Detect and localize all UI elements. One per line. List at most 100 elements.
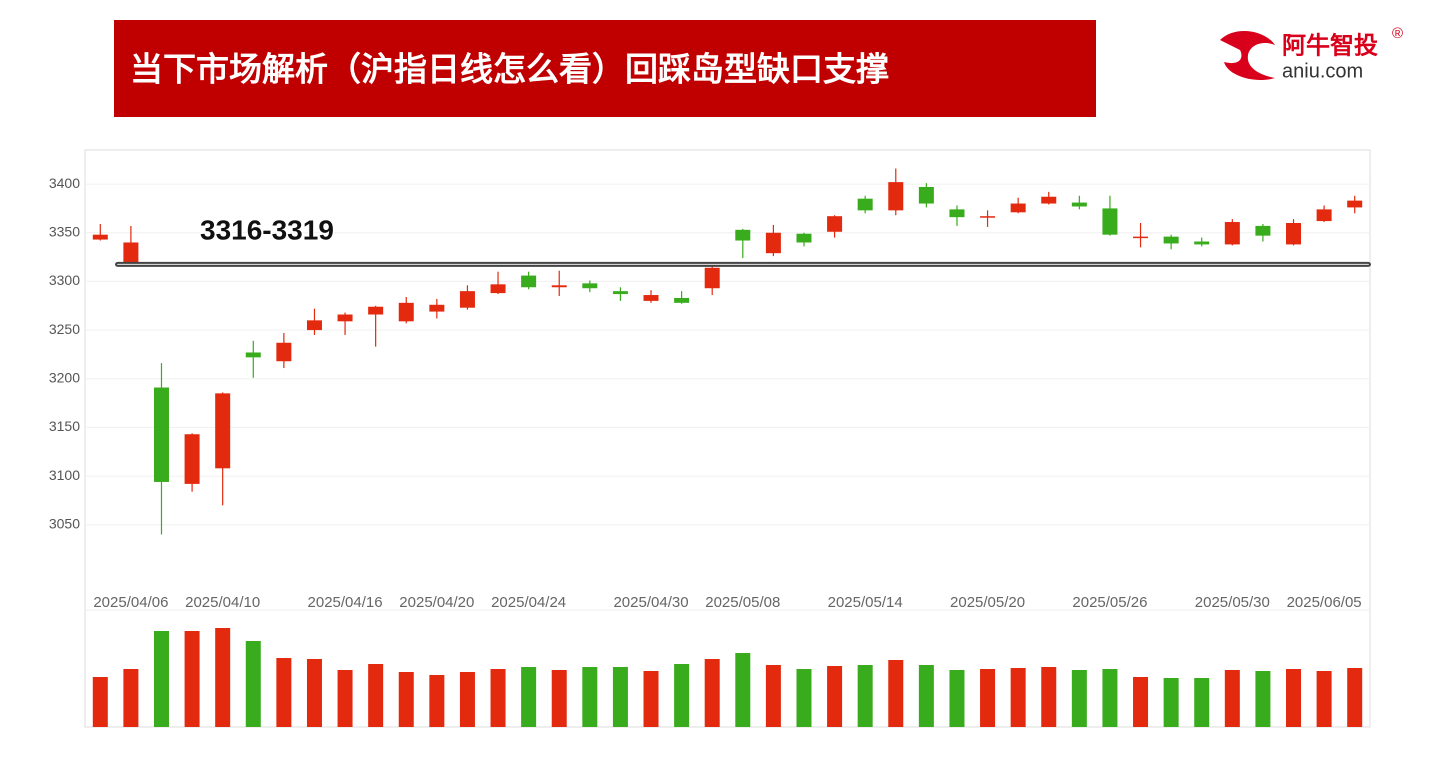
volume-bar	[215, 628, 231, 727]
x-tick-label: 2025/04/24	[491, 594, 566, 611]
x-tick-label: 2025/04/30	[613, 594, 688, 611]
volume-bar	[1194, 678, 1210, 727]
chart-frame	[84, 149, 1371, 728]
volume-bar	[949, 670, 965, 727]
y-tick-label: 3100	[49, 467, 80, 483]
volume-bar	[704, 659, 720, 727]
candle-body	[1224, 222, 1240, 245]
volume-bar	[674, 664, 690, 727]
logo-icon	[1220, 30, 1275, 81]
x-tick-label: 2025/04/20	[399, 594, 474, 611]
volume-bar	[337, 670, 353, 727]
volume-bar	[490, 669, 506, 727]
volume-bar	[1224, 670, 1240, 727]
volume-bar	[643, 671, 659, 727]
volume-bar	[796, 669, 812, 727]
volume-bar	[459, 672, 475, 727]
candle-body	[123, 242, 139, 263]
y-tick-label: 3050	[49, 515, 80, 531]
candle-body	[888, 182, 904, 211]
y-tick-label: 3150	[49, 418, 80, 434]
candle-body	[1041, 196, 1057, 204]
candle-body	[398, 302, 414, 322]
volume-bar	[765, 665, 781, 727]
candle-body	[92, 234, 108, 240]
candle-body	[1010, 203, 1026, 213]
volume-bar	[276, 658, 292, 727]
candle-body	[429, 304, 445, 312]
candle-body	[918, 186, 934, 204]
volume-bar	[980, 669, 996, 727]
candle-body	[215, 393, 231, 469]
volume-bar	[551, 670, 567, 727]
candle-body	[368, 306, 384, 315]
candle-body	[1286, 223, 1302, 245]
candle-body	[1255, 225, 1271, 236]
volume-bar	[1163, 678, 1179, 727]
candle-body	[337, 314, 353, 322]
plot: 3050 3100 3150 3200 3250 3300 3350 3400 2025/04/…	[49, 168, 1371, 727]
volume-bar	[857, 665, 873, 727]
annotation: 3316-3319	[200, 214, 334, 245]
volume-bar	[1041, 667, 1057, 727]
volume-bar	[245, 641, 261, 727]
volume-bar	[123, 669, 139, 727]
x-tick-label: 2025/05/20	[950, 594, 1025, 611]
candle-body	[643, 295, 659, 301]
x-tick-label: 2025/05/08	[705, 594, 780, 611]
candle-body	[184, 434, 200, 484]
volume-bar	[827, 666, 843, 727]
candle-body	[704, 267, 720, 289]
volume-bar	[184, 631, 200, 727]
logo-url: aniu.com	[1282, 60, 1363, 82]
candle-body	[1163, 236, 1179, 244]
volume-bar	[612, 667, 628, 727]
volume-bar	[918, 665, 934, 727]
x-tick-label: 2025/06/05	[1287, 594, 1362, 611]
support-band	[115, 261, 1371, 267]
volume-bar	[1347, 668, 1363, 727]
candle-body	[1347, 200, 1363, 208]
candle-body	[582, 283, 598, 289]
title-banner	[114, 20, 1096, 117]
volume-bar	[1316, 671, 1332, 727]
volume-bar	[1102, 669, 1118, 727]
candle-body	[1316, 209, 1332, 222]
x-tick-label: 2025/05/14	[828, 594, 903, 611]
candle-body	[459, 291, 475, 308]
candle-body	[980, 216, 996, 218]
title: 当下市场解析（沪指日线怎么看）回踩岛型缺口支撑	[130, 51, 889, 88]
logo-mark: ®	[1392, 25, 1403, 42]
volume-bar	[92, 677, 108, 727]
candle-body	[735, 229, 751, 241]
volume-bar	[521, 667, 537, 727]
logo-text: 阿牛智投	[1282, 31, 1378, 59]
candle-body	[765, 232, 781, 254]
volume-bar	[1071, 670, 1087, 727]
candle-body	[674, 297, 690, 303]
volume-bar	[582, 667, 598, 727]
candle-body	[521, 275, 537, 288]
candle-body	[1194, 241, 1210, 245]
volume-bar	[1010, 668, 1026, 727]
candle-body	[949, 209, 965, 218]
volume-bar	[1286, 669, 1302, 727]
y-tick-label: 3350	[49, 223, 80, 239]
x-tick-label: 2025/05/26	[1072, 594, 1147, 611]
volume-bar	[735, 653, 751, 727]
candle-body	[490, 284, 506, 294]
candle-body	[1102, 208, 1118, 235]
volume-bar	[1133, 677, 1149, 727]
x-tick-label: 2025/05/30	[1195, 594, 1270, 611]
candle-body	[551, 285, 567, 288]
x-tick-label: 2025/04/10	[185, 594, 260, 611]
logo: 阿牛智投 ® aniu.com	[1220, 25, 1403, 82]
volume-bar	[1255, 671, 1271, 727]
candle-body	[1071, 202, 1087, 207]
candle-body	[153, 387, 169, 482]
candle-body	[245, 352, 261, 358]
y-tick-label: 3300	[49, 272, 80, 288]
volume-bar	[306, 659, 322, 727]
candle-body	[306, 320, 322, 331]
